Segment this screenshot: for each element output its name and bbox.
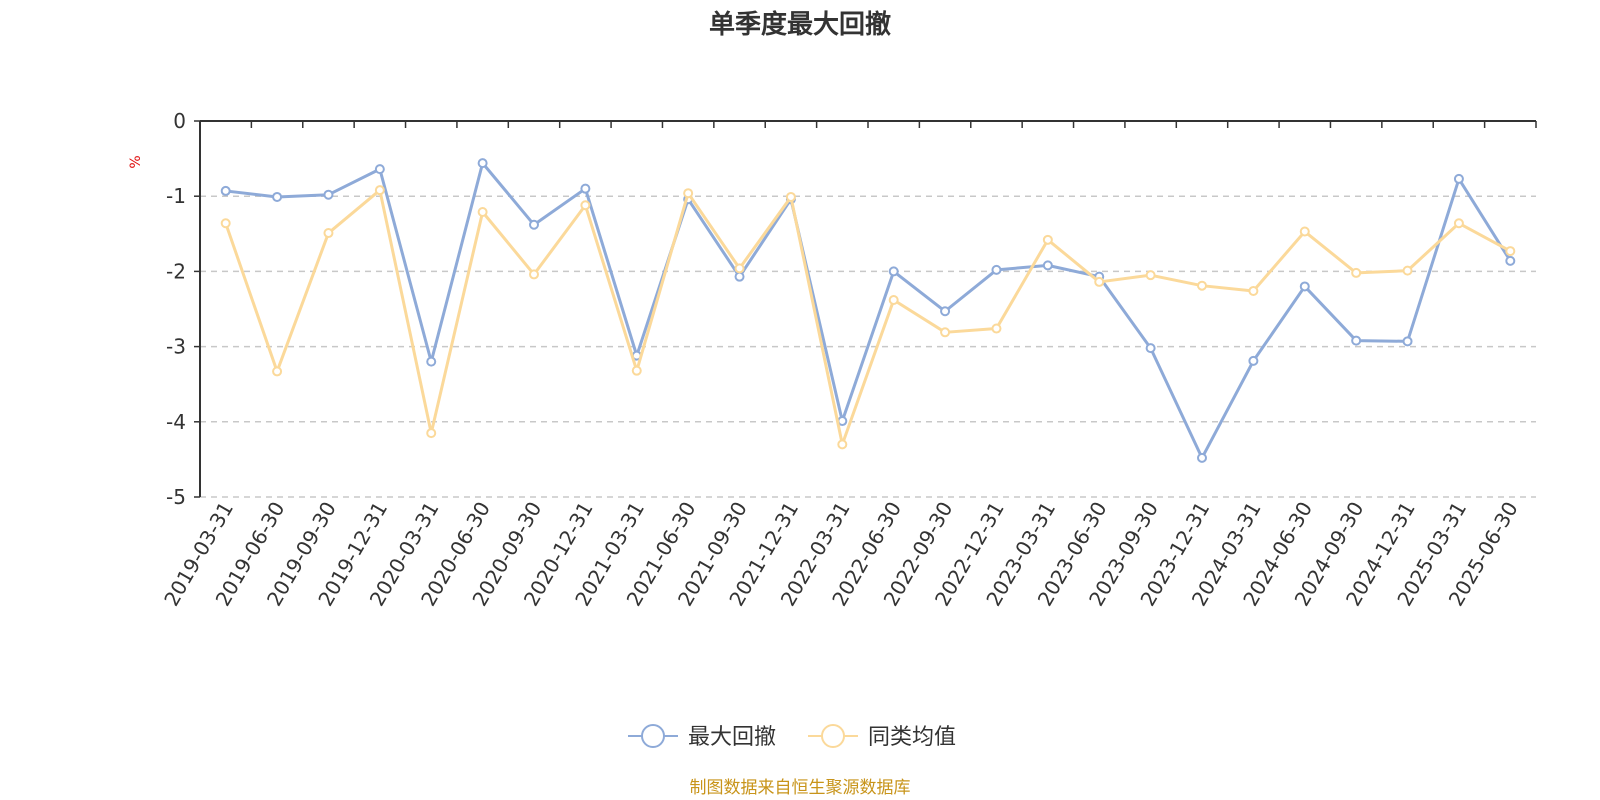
data-point[interactable] <box>1197 452 1207 463</box>
y-axis-unit: % <box>128 155 144 168</box>
data-point[interactable] <box>374 185 385 196</box>
data-point[interactable] <box>1248 285 1259 296</box>
data-point[interactable] <box>940 306 951 317</box>
data-point[interactable] <box>1299 226 1310 237</box>
data-point[interactable] <box>477 158 488 169</box>
data-point[interactable] <box>1299 281 1310 292</box>
data-point[interactable] <box>734 263 745 274</box>
data-point[interactable] <box>323 228 334 239</box>
data-point[interactable] <box>991 323 1002 334</box>
y-tick-label: -3 <box>166 335 186 359</box>
y-tick-label: -2 <box>166 259 186 283</box>
data-point[interactable] <box>940 327 951 338</box>
y-tick-label: -4 <box>166 410 186 434</box>
data-point[interactable] <box>1197 280 1207 291</box>
legend-label: 最大回撤 <box>688 725 776 750</box>
series-2 <box>220 185 1516 450</box>
data-point[interactable] <box>1145 343 1156 354</box>
data-point[interactable] <box>426 428 437 439</box>
data-point[interactable] <box>1505 246 1516 257</box>
legend-item[interactable]: 最大回撤 <box>628 724 776 750</box>
chart-title: 单季度最大回撤 <box>709 9 891 40</box>
series-1 <box>220 158 1516 463</box>
legend-marker <box>641 724 665 748</box>
data-point[interactable] <box>374 164 385 175</box>
data-point[interactable] <box>272 366 283 377</box>
data-point[interactable] <box>888 294 899 305</box>
data-point[interactable] <box>220 218 231 229</box>
legend-marker <box>821 724 845 748</box>
series-layer <box>220 158 1516 463</box>
legend-label: 同类均值 <box>868 725 956 750</box>
legend[interactable]: 最大回撤 同类均值 <box>628 724 956 750</box>
data-point[interactable] <box>785 191 796 202</box>
axis-layer: 0-1-2-3-4-52019-03-312019-06-302019-09-3… <box>159 109 1537 610</box>
data-point[interactable] <box>1505 255 1516 266</box>
data-point[interactable] <box>529 219 539 230</box>
data-point[interactable] <box>631 365 642 376</box>
series-line <box>224 188 1512 446</box>
data-point[interactable] <box>734 271 745 282</box>
data-point[interactable] <box>1042 234 1053 245</box>
data-point[interactable] <box>477 206 488 217</box>
data-point[interactable] <box>1453 173 1464 184</box>
data-point[interactable] <box>1351 335 1362 346</box>
data-point[interactable] <box>323 189 334 200</box>
grid-layer <box>200 195 1536 498</box>
data-point[interactable] <box>991 264 1002 275</box>
data-point[interactable] <box>683 188 694 199</box>
y-tick-label: -1 <box>166 184 186 208</box>
data-point[interactable] <box>1453 218 1464 229</box>
data-point[interactable] <box>580 200 591 211</box>
data-point[interactable] <box>426 356 437 367</box>
data-point[interactable] <box>272 191 283 202</box>
y-tick-label: -5 <box>166 485 186 509</box>
data-point[interactable] <box>1351 267 1362 278</box>
data-point[interactable] <box>220 185 231 196</box>
data-point[interactable] <box>1402 336 1413 347</box>
source-note: 制图数据来自恒生聚源数据库 <box>690 778 911 798</box>
series-line <box>225 161 1512 460</box>
data-point[interactable] <box>837 439 848 450</box>
data-point[interactable] <box>1094 276 1105 287</box>
legend-item[interactable]: 同类均值 <box>808 724 956 750</box>
data-point[interactable] <box>1145 270 1156 281</box>
data-point[interactable] <box>529 269 539 280</box>
data-point[interactable] <box>580 183 591 194</box>
y-tick-label: 0 <box>173 109 186 133</box>
data-point[interactable] <box>1248 355 1259 366</box>
data-point[interactable] <box>1402 265 1413 276</box>
data-point[interactable] <box>1042 260 1053 271</box>
data-point[interactable] <box>888 266 899 277</box>
